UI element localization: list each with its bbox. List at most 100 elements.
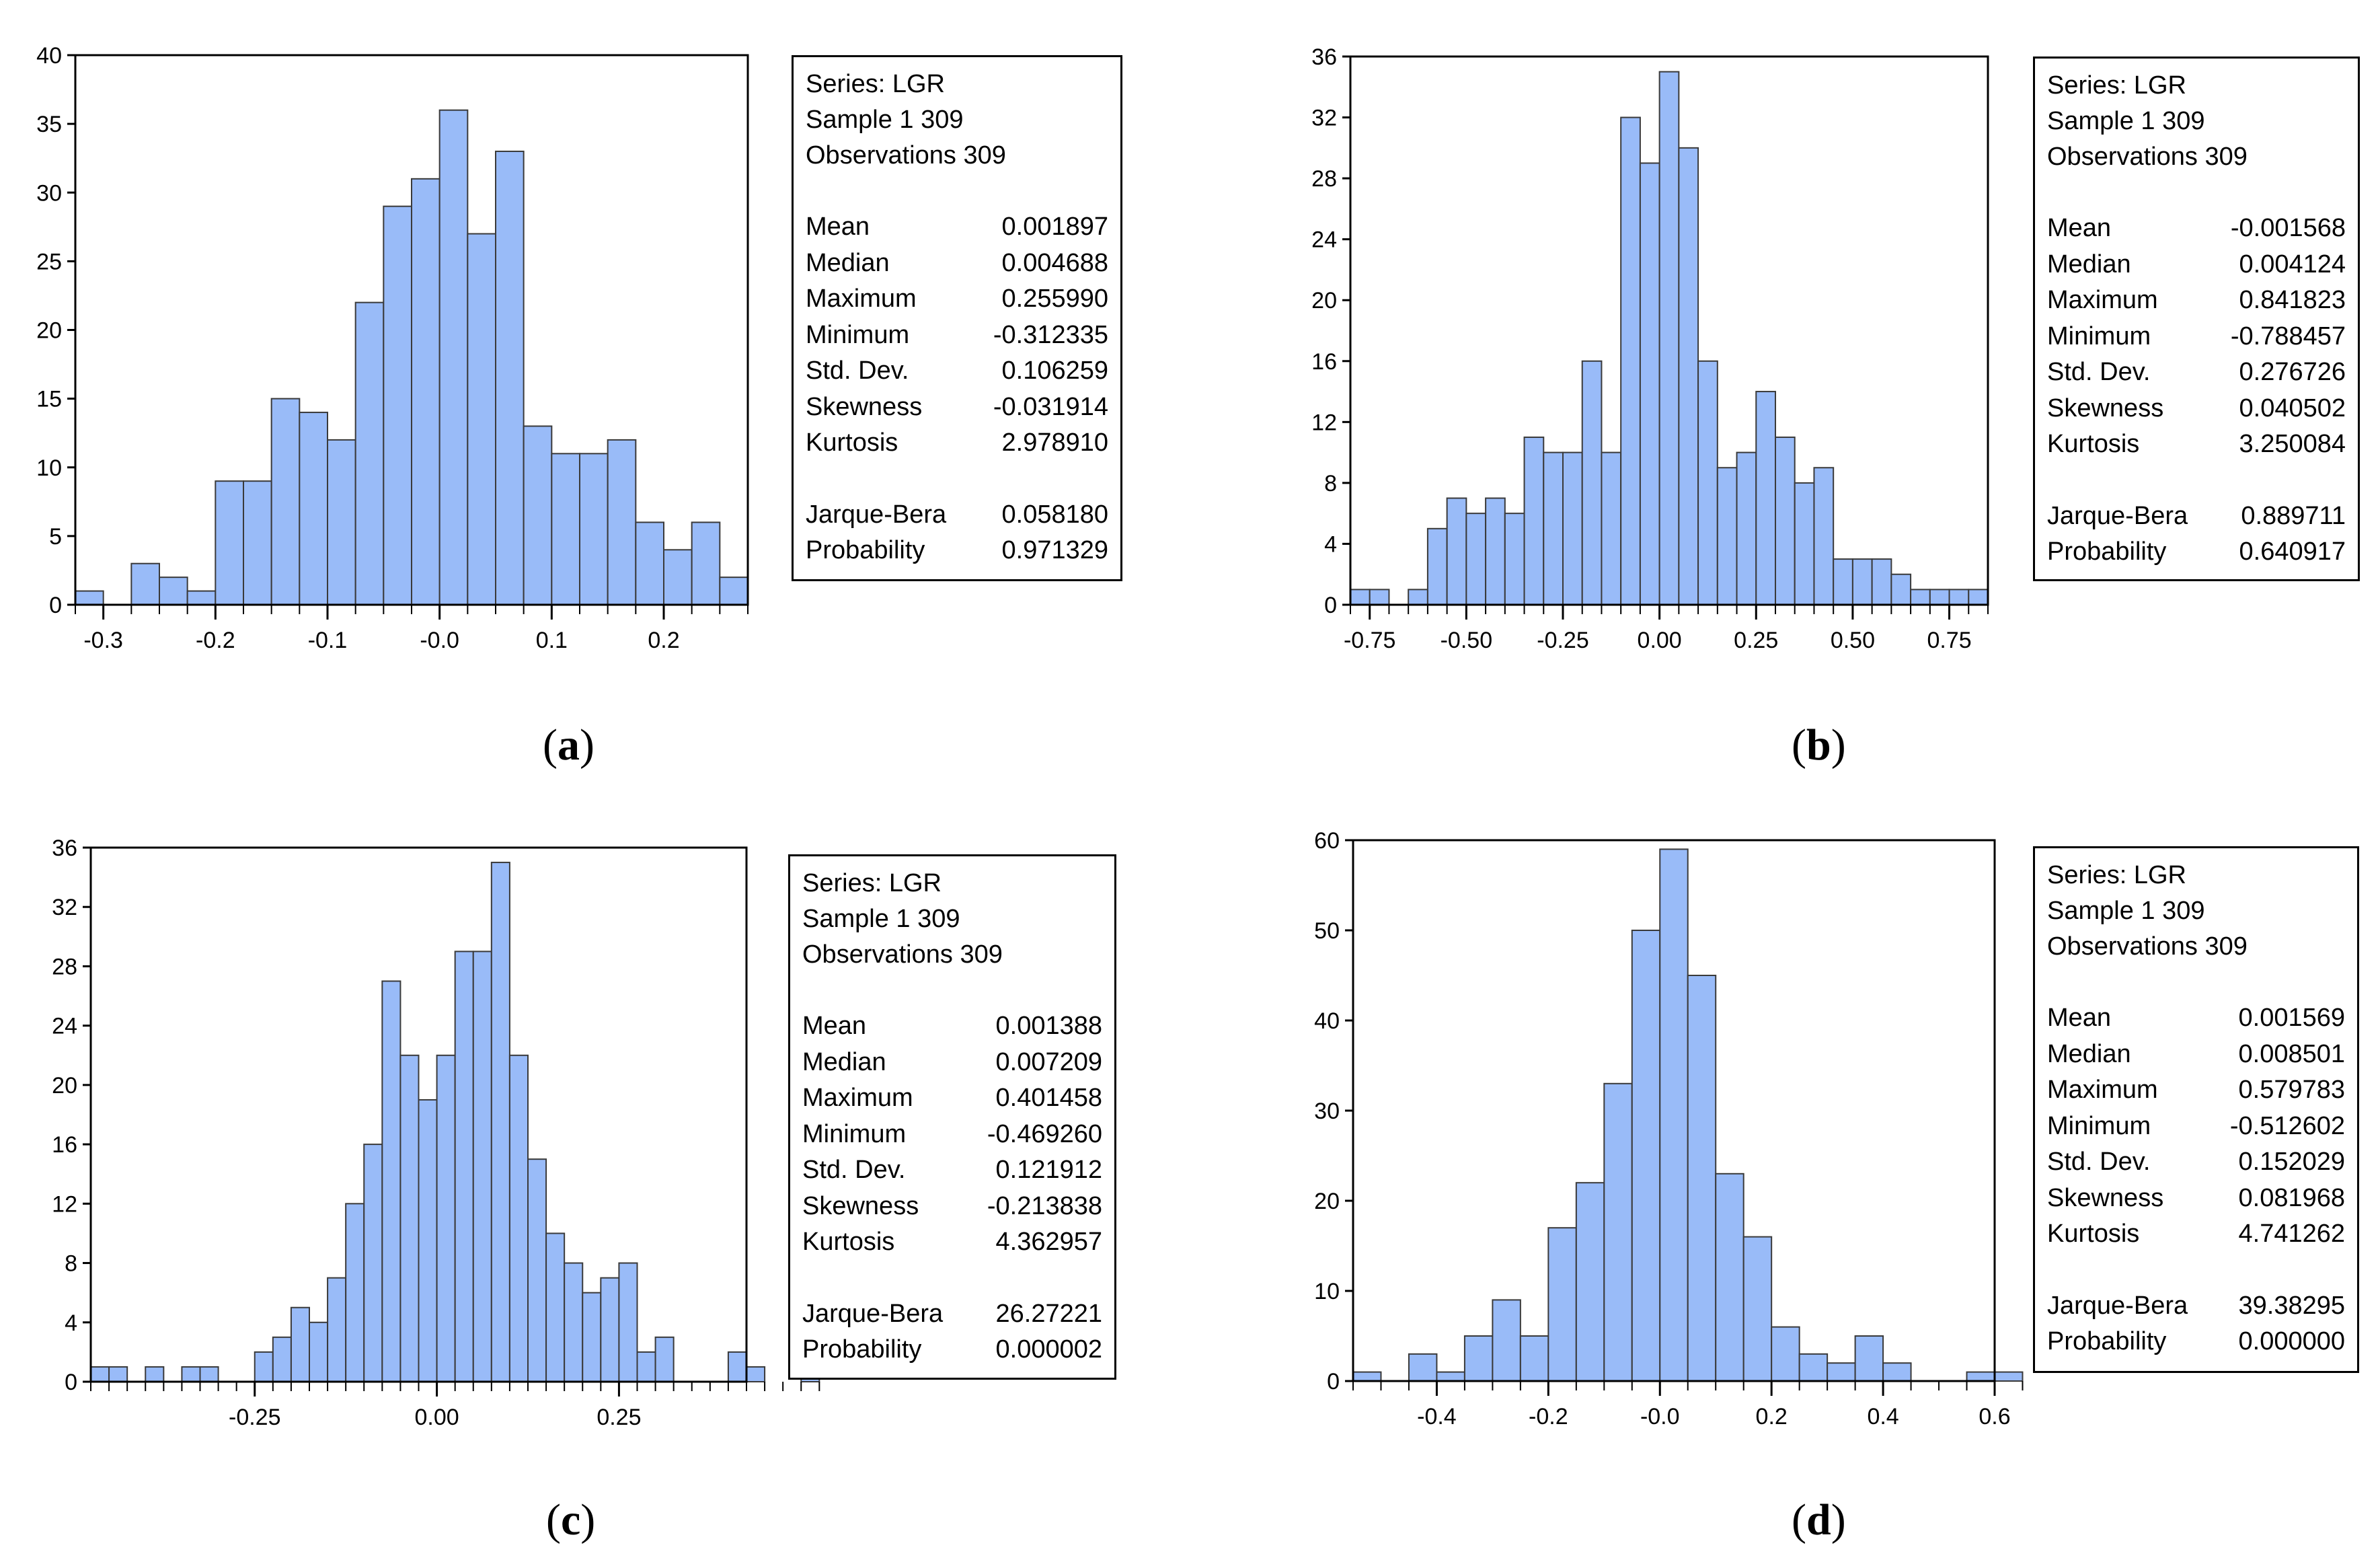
stats-label: Minimum (2047, 1111, 2151, 1140)
histogram-bar (354, 301, 385, 605)
stats-value: 39.38295 (2238, 1291, 2346, 1320)
y-tick-label: 32 (52, 895, 77, 920)
stats-label: Minimum (806, 320, 910, 349)
y-tick-label: 8 (1324, 471, 1337, 496)
stats-value: 4.362957 (995, 1228, 1103, 1256)
x-tick-label: -0.1 (308, 628, 348, 653)
stats-series: Series: LGR (2047, 861, 2186, 889)
histogram-bar (399, 1054, 420, 1382)
histogram-bar (1697, 360, 1718, 605)
histogram-bar (1465, 513, 1487, 606)
histogram-bar (345, 1203, 365, 1382)
stats-label: Median (802, 1047, 886, 1076)
stats-value: 0.001388 (995, 1012, 1103, 1040)
y-tick-label: 20 (1314, 1189, 1340, 1214)
stats-value: 26.27221 (995, 1299, 1103, 1328)
stats-label: Std. Dev. (802, 1156, 906, 1184)
y-tick-label: 16 (52, 1132, 77, 1158)
histogram-bar (1426, 527, 1448, 605)
histogram-bar (467, 233, 496, 605)
y-tick-label: 16 (1311, 349, 1337, 375)
stats-label: Jarque-Bera (806, 500, 947, 529)
histogram-bar (607, 439, 637, 606)
stats-row: Kurtosis 2.978910 (806, 425, 1108, 461)
histogram-bar (1775, 436, 1796, 605)
x-tick-label: -0.25 (229, 1405, 281, 1430)
histogram-bar (1350, 589, 1371, 605)
stats-series: Series: LGR (806, 70, 945, 98)
stats-label: Jarque-Bera (2047, 1291, 2188, 1320)
stats-label: Maximum (802, 1084, 913, 1112)
histogram-c: 0 4 8 12 16 20 24 28 32 36 -0.25 0.00 0.25 (52, 835, 820, 1430)
stats-value: -0.469260 (987, 1119, 1102, 1148)
histogram-bar (746, 1366, 766, 1383)
histogram-bar (1620, 116, 1641, 606)
histogram-bar (579, 453, 609, 606)
histogram-bar (691, 521, 721, 606)
histogram-bar (727, 1351, 747, 1383)
stats-value: 0.081968 (2238, 1183, 2346, 1212)
histogram-bar (159, 577, 188, 606)
stats-value: 0.640917 (2239, 537, 2346, 566)
stats-row: Probability 0.000000 (2047, 1324, 2345, 1360)
stats-label: Probability (2047, 1327, 2167, 1355)
stats-label: Median (806, 248, 890, 277)
histogram-bar (1639, 162, 1660, 605)
histogram-bar (1794, 482, 1815, 606)
x-tick-label: -0.2 (196, 628, 235, 653)
x-tick-label: -0.4 (1417, 1404, 1457, 1429)
stats-value: 0.001897 (1001, 213, 1109, 241)
x-tick-label: -0.0 (420, 628, 459, 653)
stats-value: 0.001569 (2238, 1004, 2346, 1032)
stats-row: Probability 0.971329 (806, 533, 1108, 569)
x-tick-label: 0.00 (1638, 628, 1682, 653)
stats-label: Minimum (2047, 322, 2151, 350)
x-tick-label: -0.25 (1537, 628, 1589, 653)
x-tick-label: 0.25 (597, 1405, 641, 1430)
x-tick-label: -0.50 (1441, 628, 1493, 653)
stats-row: Mean 0.001897 (806, 209, 1108, 246)
stats-row: Jarque-Bera 26.27221 (802, 1296, 1102, 1333)
histogram-bar (272, 1336, 292, 1382)
histogram-bar (1504, 513, 1525, 606)
histogram-bar (270, 398, 301, 605)
stats-row: Std. Dev. 0.276726 (2047, 355, 2346, 391)
stats-value: -0.788457 (2230, 322, 2346, 350)
histogram-bar (1854, 1335, 1884, 1382)
stats-label: Maximum (806, 285, 917, 313)
panel-caption-b: (b) (1792, 720, 1846, 770)
histogram-bar (1547, 1227, 1577, 1382)
stats-label: Minimum (802, 1119, 907, 1148)
stats-value: 0.121912 (995, 1156, 1103, 1184)
stats-label: Median (2047, 250, 2131, 278)
histogram-bar (1408, 1353, 1438, 1382)
stats-label: Skewness (2047, 394, 2164, 422)
stats-label: Probability (802, 1335, 922, 1364)
stats-label: Skewness (806, 392, 923, 421)
histogram-bar (1755, 391, 1776, 605)
stats-label: Mean (806, 213, 870, 241)
histogram-bar (1715, 1173, 1744, 1382)
histogram-bar (454, 951, 474, 1382)
histogram-bar (508, 1054, 529, 1382)
stats-value: 0.276726 (2239, 358, 2346, 386)
histogram-bar (90, 1366, 110, 1383)
histogram-bar (1929, 589, 1950, 605)
stats-box-b: Series: LGR Sample 1 309 Observations 30… (2033, 57, 2360, 581)
y-tick-label: 28 (1311, 166, 1337, 192)
stats-row: Kurtosis 4.362957 (802, 1224, 1102, 1261)
stats-row: Median 0.004688 (806, 246, 1108, 282)
histogram-bar (383, 205, 412, 605)
stats-sample: Sample 1 309 (802, 905, 960, 933)
stats-label: Skewness (2047, 1183, 2164, 1212)
y-tick-label: 28 (52, 954, 77, 979)
stats-value: 0.000000 (2238, 1327, 2346, 1355)
histogram-bar (719, 577, 749, 606)
histogram-bar (108, 1366, 128, 1383)
histogram-bar (418, 1099, 438, 1382)
stats-label: Skewness (802, 1191, 919, 1220)
stats-row: Kurtosis 4.741262 (2047, 1216, 2345, 1253)
histogram-b: 0 4 8 12 16 20 24 28 32 36 -0.75 -0.50 -0.25 0.00 0.25… (1311, 44, 1989, 653)
stats-value: 0.040502 (2239, 394, 2346, 422)
plot-frame (1349, 55, 1989, 606)
